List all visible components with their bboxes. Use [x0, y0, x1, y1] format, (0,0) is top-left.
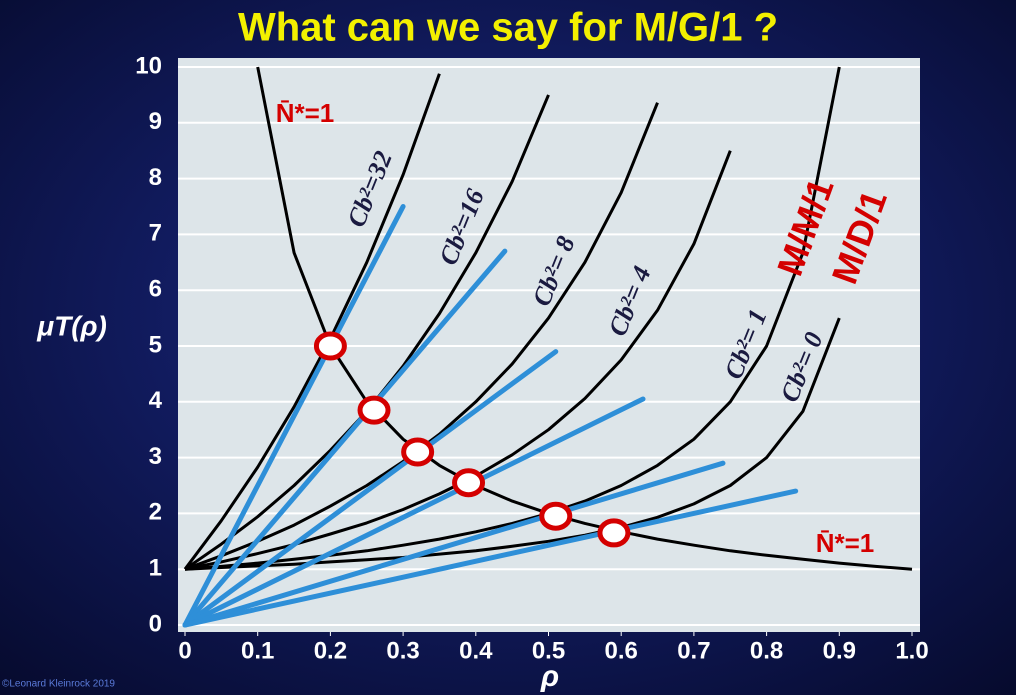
y-tick-label: 6	[149, 276, 162, 303]
y-tick-label: 3	[149, 443, 162, 470]
ray	[182, 349, 559, 628]
y-tick-label: 1	[149, 555, 162, 582]
x-tick-label: 0.3	[386, 637, 419, 664]
y-tick-label: 2	[149, 499, 162, 526]
x-tick-label: 0.8	[750, 637, 783, 664]
x-tick-label: 1.0	[895, 637, 928, 664]
intersection-marker	[539, 501, 573, 531]
x-tick-label: 0.5	[532, 637, 565, 664]
plot	[178, 66, 920, 628]
y-axis-label: μT(ρ)	[36, 310, 107, 341]
x-tick-label: 0.2	[314, 637, 347, 664]
intersection-marker	[597, 518, 631, 548]
y-tick-label: 9	[149, 108, 162, 135]
intersection-marker	[313, 331, 347, 361]
curve-label: N̄*=1	[816, 528, 875, 558]
intersection-marker	[452, 468, 486, 498]
y-tick-label: 0	[149, 610, 162, 637]
y-tick-label: 5	[149, 331, 162, 358]
ray	[182, 248, 508, 628]
x-tick-label: 0.4	[459, 637, 493, 664]
y-tick-label: 8	[149, 164, 162, 191]
ray	[182, 396, 646, 628]
ray	[182, 488, 799, 628]
credit: ©Leonard Kleinrock 2019	[2, 679, 115, 690]
chart-title: What can we say for M/G/1 ?	[238, 6, 778, 50]
y-tick-label: 7	[149, 220, 162, 247]
x-tick-label: 0.6	[605, 637, 638, 664]
x-tick-label: 0.1	[241, 637, 274, 664]
curve	[184, 66, 841, 571]
x-tick-label: 0.7	[677, 637, 710, 664]
curve-label: N̄*=1	[276, 98, 335, 128]
x-axis-label: ρ	[540, 660, 559, 693]
intersection-marker	[357, 395, 391, 425]
curve	[184, 317, 841, 571]
x-tick-label: 0	[178, 637, 191, 664]
intersection-marker	[401, 437, 435, 467]
y-tick-label: 10	[135, 52, 162, 79]
y-tick-label: 4	[149, 387, 163, 414]
x-tick-label: 0.9	[823, 637, 856, 664]
ray	[182, 204, 406, 628]
curve	[183, 73, 441, 571]
ray	[182, 460, 726, 628]
